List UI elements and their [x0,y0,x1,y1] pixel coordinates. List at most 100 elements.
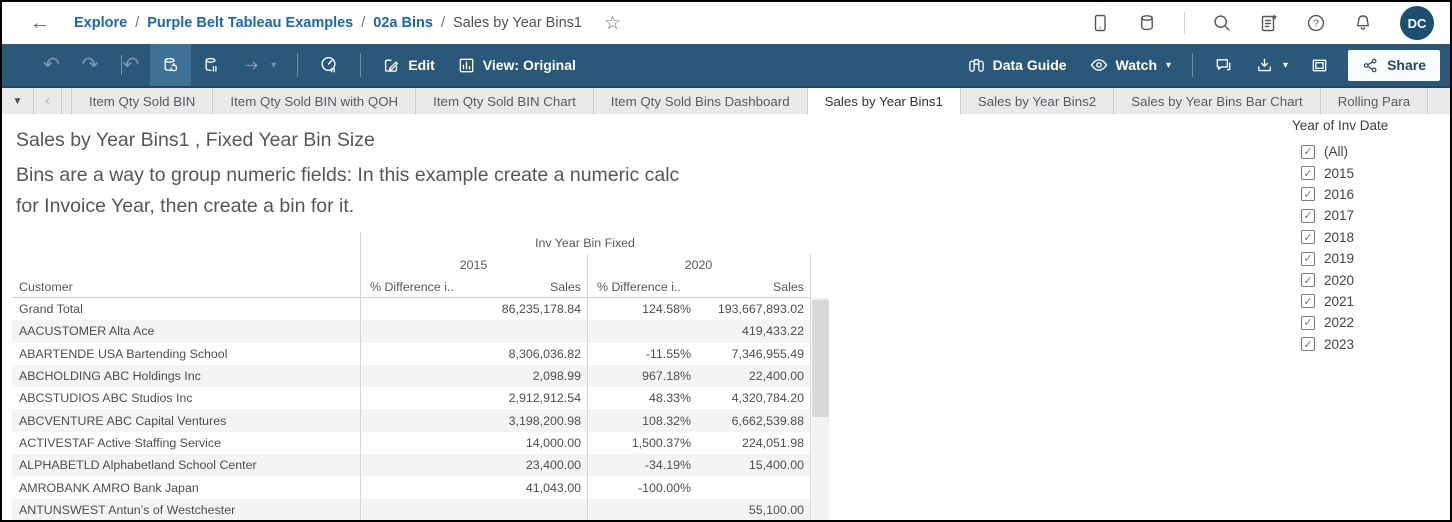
value-cell[interactable]: 8,306,036.82 [508,346,581,361]
value-cell[interactable]: 224,051.98 [741,435,804,450]
customer-cell[interactable]: ABCHOLDING ABC Holdings Inc [19,369,201,384]
value-cell[interactable]: 55,100.00 [748,502,804,517]
whats-new-icon[interactable] [1259,13,1279,33]
undo-button[interactable]: ↶ [43,54,60,76]
device-layouts-icon[interactable] [1090,13,1110,33]
table-vertical-scrollbar[interactable] [812,298,829,520]
download-caret-icon[interactable]: ▾ [1283,59,1289,71]
checkbox[interactable]: ✓ [1301,315,1315,330]
value-cell[interactable]: 41,043.00 [525,480,581,495]
checkbox[interactable]: ✓ [1301,144,1315,159]
breadcrumb-link-project[interactable]: Purple Belt Tableau Examples [147,15,354,31]
view-original-button[interactable]: View: Original [446,44,587,86]
pause-updates-button[interactable] [191,44,232,86]
value-cell[interactable]: 108.32% [642,413,691,428]
value-cell[interactable]: 22,400.00 [748,369,804,384]
sheet-tab-7[interactable]: Sales by Year Bins Bar Chart [1114,88,1321,114]
filter-item-2021[interactable]: ✓ 2021 [1292,291,1448,312]
tab-scroll-left-icon[interactable]: ‹ [34,88,62,114]
filter-item-2019[interactable]: ✓ 2019 [1292,248,1448,269]
run-update-caret-icon[interactable]: ▾ [271,59,277,71]
revert-button[interactable]: ↶ [120,54,140,76]
filter-item-2022[interactable]: ✓ 2022 [1292,312,1448,333]
value-cell[interactable] [360,476,470,498]
sheet-tab-1[interactable]: Item Qty Sold BIN [72,88,214,114]
metrics-gauge-button[interactable] [308,44,350,86]
sheet-tab-2[interactable]: Item Qty Sold BIN with QOH [213,88,417,114]
sheet-tab-6[interactable]: Sales by Year Bins2 [961,88,1115,114]
checkbox[interactable]: ✓ [1301,230,1315,245]
sheet-tab-4[interactable]: Item Qty Sold Bins Dashboard [594,88,808,114]
checkbox[interactable]: ✓ [1301,187,1315,202]
value-cell[interactable]: 15,400.00 [748,458,804,473]
checkbox[interactable]: ✓ [1301,251,1315,266]
customer-cell[interactable]: AMROBANK AMRO Bank Japan [19,480,199,495]
sheet-tab-3[interactable]: Item Qty Sold BIN Chart [416,88,594,114]
data-source-icon[interactable] [1137,13,1157,33]
search-icon[interactable] [1212,13,1232,33]
back-arrow-icon[interactable]: ← [30,11,50,34]
filter-item-2020[interactable]: ✓ 2020 [1292,269,1448,290]
value-cell[interactable] [587,320,697,342]
value-cell[interactable]: 14,000.00 [525,435,581,450]
value-cell[interactable]: 86,235,178.84 [501,302,581,317]
scrollbar-thumb[interactable] [812,300,829,417]
favorite-star-icon[interactable]: ☆ [603,12,621,34]
customer-cell[interactable]: ALPHABETLD Alphabetland School Center [19,458,257,473]
value-cell[interactable] [587,499,697,520]
breadcrumb-link-explore[interactable]: Explore [74,15,128,31]
value-cell[interactable]: 1,500.37% [631,435,691,450]
value-cell[interactable]: 23,400.00 [525,458,581,473]
value-cell[interactable]: 2,912,912.54 [508,391,581,406]
value-cell[interactable] [697,476,810,498]
value-cell[interactable]: -34.19% [644,458,691,473]
value-cell[interactable] [360,432,470,454]
refresh-data-button[interactable] [150,44,192,86]
value-cell[interactable]: 3,198,200.98 [508,413,581,428]
run-update-button[interactable]: ▾ [232,44,287,86]
redo-button[interactable]: ↷ [81,54,99,76]
value-cell[interactable] [360,409,470,431]
checkbox[interactable]: ✓ [1301,273,1315,288]
customer-cell[interactable]: ABARTENDE USA Bartending School [19,346,228,361]
value-cell[interactable]: 48.33% [648,391,691,406]
checkbox[interactable]: ✓ [1301,337,1315,352]
value-cell[interactable]: -100.00% [637,480,691,495]
value-cell[interactable] [360,298,470,320]
user-avatar[interactable]: DC [1400,6,1434,40]
value-cell[interactable]: 419,433.22 [741,324,804,339]
value-cell[interactable] [360,499,470,520]
edit-button[interactable]: Edit [371,44,445,86]
filter-item-2017[interactable]: ✓ 2017 [1292,205,1448,226]
help-icon[interactable]: ? [1306,13,1326,33]
customer-cell[interactable]: AACUSTOMER Alta Ace [19,324,155,339]
filter-item-2023[interactable]: ✓ 2023 [1292,334,1448,355]
sheet-tab-5[interactable]: Sales by Year Bins1 [806,88,961,114]
filter-item-2018[interactable]: ✓ 2018 [1292,227,1448,248]
checkbox[interactable]: ✓ [1301,294,1315,309]
checkbox[interactable]: ✓ [1301,166,1315,181]
sheet-tab-8[interactable]: Rolling Para [1321,88,1429,114]
customer-cell[interactable]: ABCSTUDIOS ABC Studios Inc [19,391,193,406]
value-cell[interactable]: 6,662,539.88 [731,413,804,428]
notifications-bell-icon[interactable] [1353,13,1373,33]
value-cell[interactable]: 4,320,784.20 [731,391,804,406]
comments-button[interactable] [1203,44,1244,86]
value-cell[interactable] [360,365,470,387]
value-cell[interactable] [470,320,587,342]
download-button[interactable]: ▾ [1244,44,1299,86]
customer-cell[interactable]: ABCVENTURE ABC Capital Ventures [19,413,227,428]
customer-cell[interactable]: Grand Total [19,302,83,317]
value-cell[interactable] [360,387,470,409]
value-cell[interactable]: 193,667,893.02 [717,302,804,317]
customer-cell[interactable]: ACTIVESTAF Active Staffing Service [19,435,221,450]
breadcrumb-link-workbook[interactable]: 02a Bins [373,15,433,31]
value-cell[interactable]: 967.18% [642,369,691,384]
value-cell[interactable] [360,320,470,342]
filter-item-2016[interactable]: ✓ 2016 [1292,184,1448,205]
customer-cell[interactable]: ANTUNSWEST Antun’s of Westchester [19,502,236,517]
fullscreen-button[interactable] [1299,44,1340,86]
value-cell[interactable]: 7,346,955.49 [731,346,804,361]
value-cell[interactable]: 124.58% [642,302,691,317]
value-cell[interactable] [470,499,587,520]
